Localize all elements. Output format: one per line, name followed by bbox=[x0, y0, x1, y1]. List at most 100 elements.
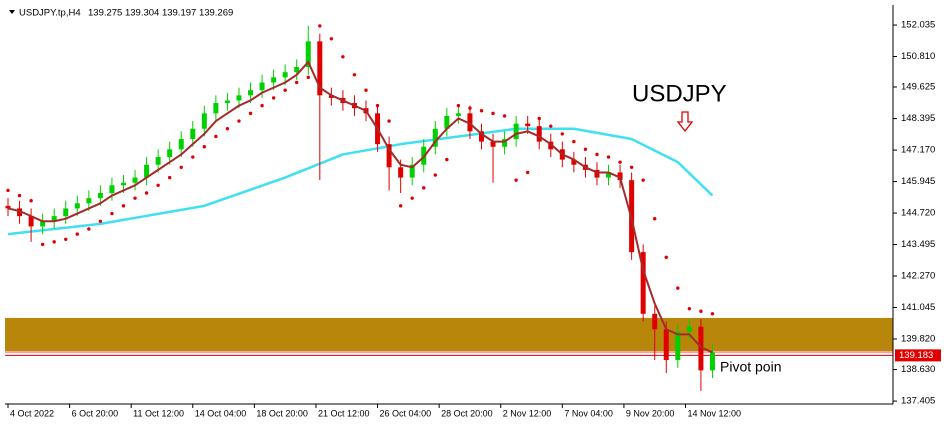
candle-body bbox=[571, 159, 577, 165]
candle-body bbox=[444, 115, 450, 129]
candle-body bbox=[248, 90, 254, 96]
sar-dot bbox=[433, 173, 437, 177]
sar-dot bbox=[699, 309, 703, 313]
y-tick-label: 147.170 bbox=[901, 145, 935, 156]
sar-dot bbox=[295, 80, 299, 85]
x-tick-label: 18 Oct 20:00 bbox=[256, 408, 308, 418]
sar-dot bbox=[479, 109, 484, 113]
candle-body bbox=[294, 67, 300, 73]
candle-body bbox=[213, 103, 219, 114]
x-tick-label: 4 Oct 2022 bbox=[10, 408, 54, 418]
sar-dot bbox=[595, 152, 599, 157]
x-tick-label: 11 Oct 12:00 bbox=[133, 408, 184, 418]
x-tick-label: 6 Oct 20:00 bbox=[72, 408, 119, 418]
down-arrow bbox=[676, 111, 694, 133]
sar-dot bbox=[98, 219, 103, 223]
candle-body bbox=[502, 139, 508, 147]
candle-body bbox=[259, 82, 265, 91]
sar-dot bbox=[606, 155, 611, 159]
sar-dot bbox=[549, 124, 553, 128]
sar-dot bbox=[445, 157, 449, 162]
x-tick-label: 9 Nov 20:00 bbox=[626, 408, 675, 418]
candle-body bbox=[490, 141, 496, 147]
candle-body bbox=[109, 185, 115, 194]
candle-body bbox=[698, 326, 704, 371]
candle-body bbox=[432, 128, 438, 147]
sar-dot bbox=[375, 103, 380, 108]
y-tick-label: 145.945 bbox=[901, 176, 935, 187]
sar-dot bbox=[456, 103, 461, 108]
sar-dot bbox=[629, 165, 634, 170]
sar-dot bbox=[664, 255, 668, 259]
candle-body bbox=[28, 216, 34, 227]
candle-body bbox=[478, 131, 484, 142]
sar-dot bbox=[110, 211, 114, 216]
sar-dot bbox=[468, 106, 472, 110]
x-tick-label: 2 Nov 12:00 bbox=[503, 408, 552, 418]
sar-dot bbox=[653, 217, 657, 221]
x-tick-label: 14 Oct 04:00 bbox=[195, 408, 247, 418]
candle-body bbox=[63, 208, 69, 217]
candle-body bbox=[640, 252, 646, 314]
sar-dot bbox=[156, 183, 160, 187]
sar-dot bbox=[329, 37, 334, 41]
candle-body bbox=[224, 100, 230, 104]
price-tag-label: 139.183 bbox=[899, 350, 933, 361]
candle-body bbox=[386, 144, 392, 168]
candle-body bbox=[201, 113, 207, 129]
candle-body bbox=[17, 208, 23, 217]
sar-dot bbox=[248, 111, 253, 116]
menu-arrow[interactable] bbox=[9, 10, 15, 14]
candle-body bbox=[709, 352, 715, 371]
y-tick-label: 141.045 bbox=[901, 302, 935, 313]
candle-body bbox=[409, 164, 415, 178]
zone bbox=[5, 317, 893, 352]
sar-dot bbox=[191, 155, 195, 159]
sar-dot bbox=[514, 178, 518, 182]
sar-dot bbox=[121, 204, 126, 208]
price-tag bbox=[895, 349, 941, 362]
candle-body bbox=[675, 331, 681, 361]
candle-body bbox=[525, 123, 531, 127]
pivot-label: Pivot poin bbox=[720, 359, 781, 375]
candle-body bbox=[467, 113, 473, 132]
candle-body bbox=[120, 182, 126, 186]
sar-dot bbox=[306, 75, 310, 80]
candle-body bbox=[536, 126, 542, 142]
sar-dot bbox=[537, 116, 541, 121]
sar-dot bbox=[560, 132, 565, 136]
candle-body bbox=[686, 326, 692, 332]
sar-dot bbox=[283, 88, 287, 92]
sar-dot bbox=[687, 306, 692, 311]
x-tick-label: 26 Oct 04:00 bbox=[380, 408, 432, 418]
candle-body bbox=[155, 157, 161, 165]
fast-ma bbox=[7, 60, 713, 354]
sar-dot bbox=[422, 186, 426, 190]
y-tick-label: 138.630 bbox=[901, 364, 935, 375]
candle-body bbox=[271, 77, 277, 83]
x-tick-label: 28 Oct 20:00 bbox=[441, 408, 493, 418]
sar-dot bbox=[387, 119, 391, 123]
sar-dot bbox=[202, 145, 207, 149]
candle-body bbox=[5, 205, 11, 209]
sar-dot bbox=[179, 165, 183, 170]
sar-dot bbox=[641, 178, 645, 182]
candle-body bbox=[51, 216, 57, 222]
sar-dot bbox=[237, 119, 241, 123]
y-tick-label: 137.405 bbox=[901, 396, 935, 407]
candle-body bbox=[97, 193, 103, 199]
sar-dot bbox=[52, 240, 56, 244]
sar-dot bbox=[525, 170, 530, 175]
candle-body bbox=[513, 123, 519, 140]
y-tick-label: 144.720 bbox=[901, 208, 935, 219]
y-tick-label: 143.495 bbox=[901, 239, 935, 250]
sar-dot bbox=[364, 88, 368, 92]
candle-body bbox=[594, 169, 600, 178]
y-tick-label: 148.395 bbox=[901, 113, 935, 124]
y-tick-label: 152.035 bbox=[901, 20, 935, 31]
sar-dot bbox=[410, 196, 414, 200]
sar-dot bbox=[133, 196, 137, 200]
candle-body bbox=[74, 203, 80, 209]
